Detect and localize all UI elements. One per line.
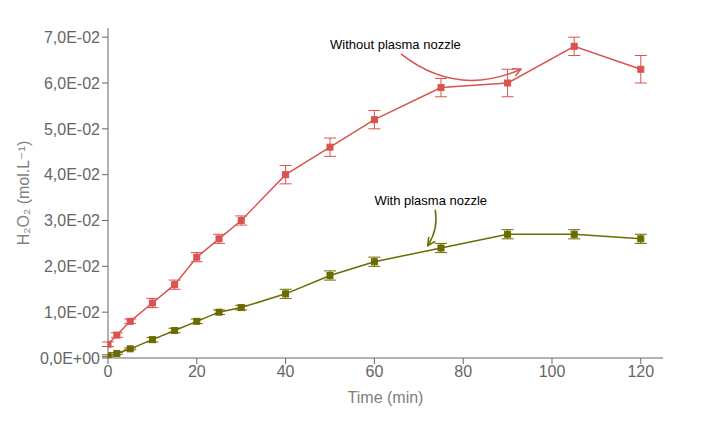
svg-text:5,0E-02: 5,0E-02 (44, 121, 100, 138)
svg-text:H₂O₂ (mol.L⁻¹): H₂O₂ (mol.L⁻¹) (15, 141, 32, 245)
svg-text:2,0E-02: 2,0E-02 (44, 258, 100, 275)
svg-text:Time (min): Time (min) (348, 389, 424, 406)
svg-text:60: 60 (366, 363, 384, 380)
svg-text:40: 40 (277, 363, 295, 380)
svg-text:0,0E+00: 0,0E+00 (40, 350, 100, 367)
svg-text:120: 120 (627, 363, 654, 380)
svg-text:3,0E-02: 3,0E-02 (44, 212, 100, 229)
svg-text:With plasma nozzle: With plasma nozzle (374, 193, 487, 208)
svg-text:0: 0 (104, 363, 113, 380)
svg-text:100: 100 (539, 363, 566, 380)
svg-text:4,0E-02: 4,0E-02 (44, 166, 100, 183)
svg-text:1,0E-02: 1,0E-02 (44, 304, 100, 321)
svg-text:7,0E-02: 7,0E-02 (44, 29, 100, 46)
svg-text:6,0E-02: 6,0E-02 (44, 75, 100, 92)
svg-text:80: 80 (454, 363, 472, 380)
svg-text:20: 20 (188, 363, 206, 380)
svg-text:Without plasma nozzle: Without plasma nozzle (330, 37, 461, 52)
